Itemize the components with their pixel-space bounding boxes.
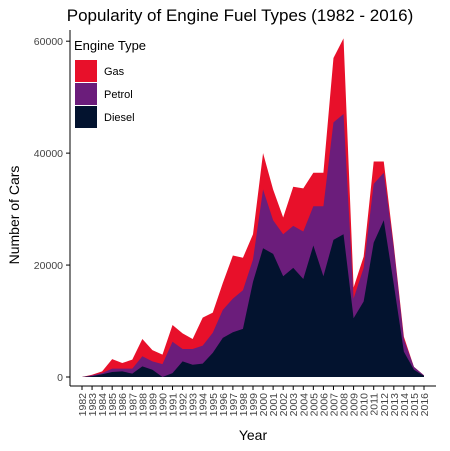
x-tick-label: 2014 bbox=[399, 393, 411, 417]
x-tick-label: 2001 bbox=[268, 393, 280, 417]
x-tick-label: 2008 bbox=[339, 393, 351, 417]
x-tick-label: 2015 bbox=[409, 393, 421, 417]
x-tick-label: 1989 bbox=[147, 393, 159, 417]
x-tick-label: 1992 bbox=[178, 393, 190, 417]
x-tick-label: 2006 bbox=[318, 393, 330, 417]
x-tick-label: 1991 bbox=[168, 393, 180, 417]
x-tick-label: 2010 bbox=[359, 393, 371, 417]
y-tick-label: 0 bbox=[57, 372, 63, 384]
x-tick-label: 2004 bbox=[298, 393, 310, 417]
x-tick-label: 1983 bbox=[87, 393, 99, 417]
x-tick-label: 1998 bbox=[238, 393, 250, 417]
x-tick-label: 2002 bbox=[278, 393, 290, 417]
y-tick-label: 60000 bbox=[34, 36, 63, 48]
x-tick-label: 2011 bbox=[369, 393, 381, 416]
legend-label-diesel: Diesel bbox=[104, 112, 135, 124]
y-axis-title: Number of Cars bbox=[6, 166, 22, 265]
y-tick-label: 20000 bbox=[34, 260, 63, 272]
x-tick-label: 2009 bbox=[349, 393, 361, 417]
x-tick-label: 2005 bbox=[308, 393, 320, 417]
x-tick-label: 1990 bbox=[157, 393, 169, 417]
x-tick-label: 2003 bbox=[288, 393, 300, 417]
x-tick-label: 1985 bbox=[107, 393, 119, 417]
stacked-areas bbox=[82, 38, 424, 378]
x-tick-label: 1994 bbox=[198, 393, 210, 417]
x-tick-label: 2012 bbox=[379, 393, 391, 417]
x-tick-label: 1987 bbox=[127, 393, 139, 417]
y-tick-label: 40000 bbox=[34, 148, 63, 160]
legend-label-gas: Gas bbox=[104, 66, 125, 78]
x-tick-label: 1999 bbox=[248, 393, 260, 417]
legend: Engine Type Gas Petrol Diesel bbox=[74, 38, 146, 128]
legend-label-petrol: Petrol bbox=[104, 89, 133, 101]
legend-title: Engine Type bbox=[74, 38, 146, 53]
area-diesel bbox=[82, 220, 424, 377]
x-tick-label: 1995 bbox=[208, 393, 220, 417]
x-axis-title: Year bbox=[239, 427, 268, 443]
legend-swatch-gas bbox=[75, 60, 97, 82]
x-tick-label: 1997 bbox=[228, 393, 240, 417]
x-tick-label: 2016 bbox=[419, 393, 431, 417]
legend-swatch-petrol bbox=[75, 83, 97, 105]
chart-title: Popularity of Engine Fuel Types (1982 - … bbox=[67, 6, 414, 25]
x-tick-label: 1982 bbox=[77, 393, 89, 417]
x-tick-label: 2000 bbox=[258, 393, 270, 417]
x-tick-label: 1996 bbox=[218, 393, 230, 417]
legend-swatch-diesel bbox=[75, 106, 97, 128]
x-tick-label: 1984 bbox=[97, 393, 109, 417]
x-tick-label: 2007 bbox=[328, 393, 340, 417]
x-ticks: 1982198319841985198619871988198919901991… bbox=[77, 386, 431, 416]
x-tick-label: 1988 bbox=[137, 393, 149, 417]
x-tick-label: 2013 bbox=[389, 393, 401, 417]
y-ticks: 0 20000 40000 60000 bbox=[34, 36, 70, 384]
x-tick-label: 1986 bbox=[117, 393, 129, 417]
x-tick-label: 1993 bbox=[188, 393, 200, 417]
